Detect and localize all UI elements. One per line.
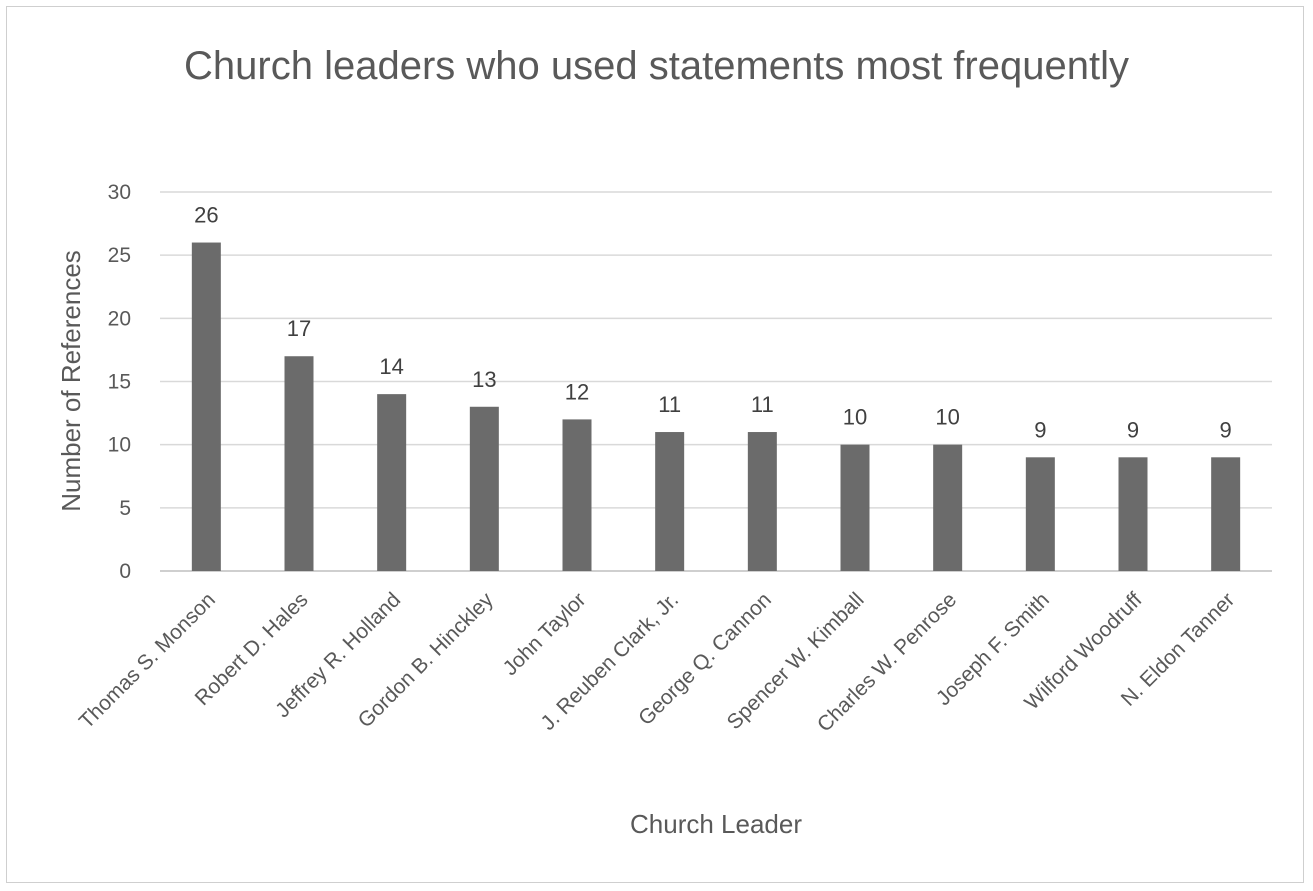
y-tick-label: 30 — [108, 181, 131, 204]
data-label: 11 — [751, 392, 774, 417]
bar — [840, 444, 870, 571]
x-tick-label: John Taylor — [499, 588, 591, 680]
data-label: 13 — [472, 367, 496, 392]
data-label: 14 — [379, 354, 403, 379]
data-label: 9 — [1034, 417, 1046, 442]
bar — [284, 356, 314, 571]
bar — [377, 394, 407, 571]
data-label: 10 — [935, 405, 959, 430]
bar — [191, 242, 221, 572]
data-label: 10 — [843, 405, 867, 430]
x-axis-label: Church Leader — [630, 809, 802, 839]
chart-title: Church leaders who used statements most … — [184, 44, 1129, 88]
bar — [933, 444, 963, 571]
bar — [1025, 457, 1055, 571]
data-labels: 26 17 14 13 12 11 11 10 10 9 9 9 — [194, 203, 1232, 443]
data-label: 11 — [658, 392, 681, 417]
y-tick-label: 0 — [119, 560, 131, 583]
bar — [655, 432, 685, 571]
data-label: 9 — [1127, 417, 1139, 442]
data-label: 9 — [1220, 417, 1232, 442]
x-tick-label: Thomas S. Monson — [75, 588, 220, 733]
data-label: 12 — [565, 379, 589, 404]
y-tick-label: 20 — [108, 307, 131, 330]
data-label: 26 — [194, 203, 218, 228]
bar — [1211, 457, 1241, 571]
bar — [469, 406, 499, 571]
gridlines — [160, 191, 1272, 572]
y-tick-label: 5 — [119, 497, 131, 520]
y-axis-label: Number of References — [56, 250, 86, 512]
bar — [747, 432, 777, 571]
y-axis-ticks: 0 5 10 15 20 25 30 — [108, 181, 131, 583]
bar — [562, 419, 592, 571]
y-tick-label: 10 — [108, 434, 131, 457]
y-tick-label: 25 — [108, 244, 131, 267]
bars — [191, 242, 1241, 572]
bar — [1118, 457, 1148, 571]
data-label: 17 — [287, 316, 311, 341]
y-tick-label: 15 — [108, 371, 131, 394]
